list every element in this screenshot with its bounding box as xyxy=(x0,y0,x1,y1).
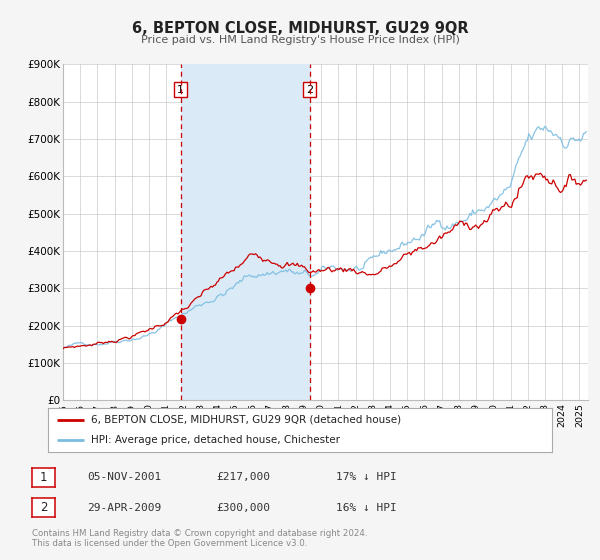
Text: £217,000: £217,000 xyxy=(216,472,270,482)
Text: £300,000: £300,000 xyxy=(216,503,270,513)
Text: 1: 1 xyxy=(40,470,47,484)
Text: 6, BEPTON CLOSE, MIDHURST, GU29 9QR: 6, BEPTON CLOSE, MIDHURST, GU29 9QR xyxy=(131,21,469,36)
Text: 16% ↓ HPI: 16% ↓ HPI xyxy=(336,503,397,513)
Bar xyxy=(181,64,310,400)
Text: Price paid vs. HM Land Registry's House Price Index (HPI): Price paid vs. HM Land Registry's House … xyxy=(140,35,460,45)
Text: Contains HM Land Registry data © Crown copyright and database right 2024.: Contains HM Land Registry data © Crown c… xyxy=(32,529,368,538)
Text: 1: 1 xyxy=(177,85,184,95)
Text: 6, BEPTON CLOSE, MIDHURST, GU29 9QR (detached house): 6, BEPTON CLOSE, MIDHURST, GU29 9QR (det… xyxy=(91,415,401,425)
Text: 17% ↓ HPI: 17% ↓ HPI xyxy=(336,472,397,482)
Text: 2: 2 xyxy=(40,501,47,515)
Text: 29-APR-2009: 29-APR-2009 xyxy=(87,503,161,513)
Text: 2: 2 xyxy=(306,85,313,95)
Text: HPI: Average price, detached house, Chichester: HPI: Average price, detached house, Chic… xyxy=(91,435,340,445)
Text: 05-NOV-2001: 05-NOV-2001 xyxy=(87,472,161,482)
Text: This data is licensed under the Open Government Licence v3.0.: This data is licensed under the Open Gov… xyxy=(32,539,308,548)
